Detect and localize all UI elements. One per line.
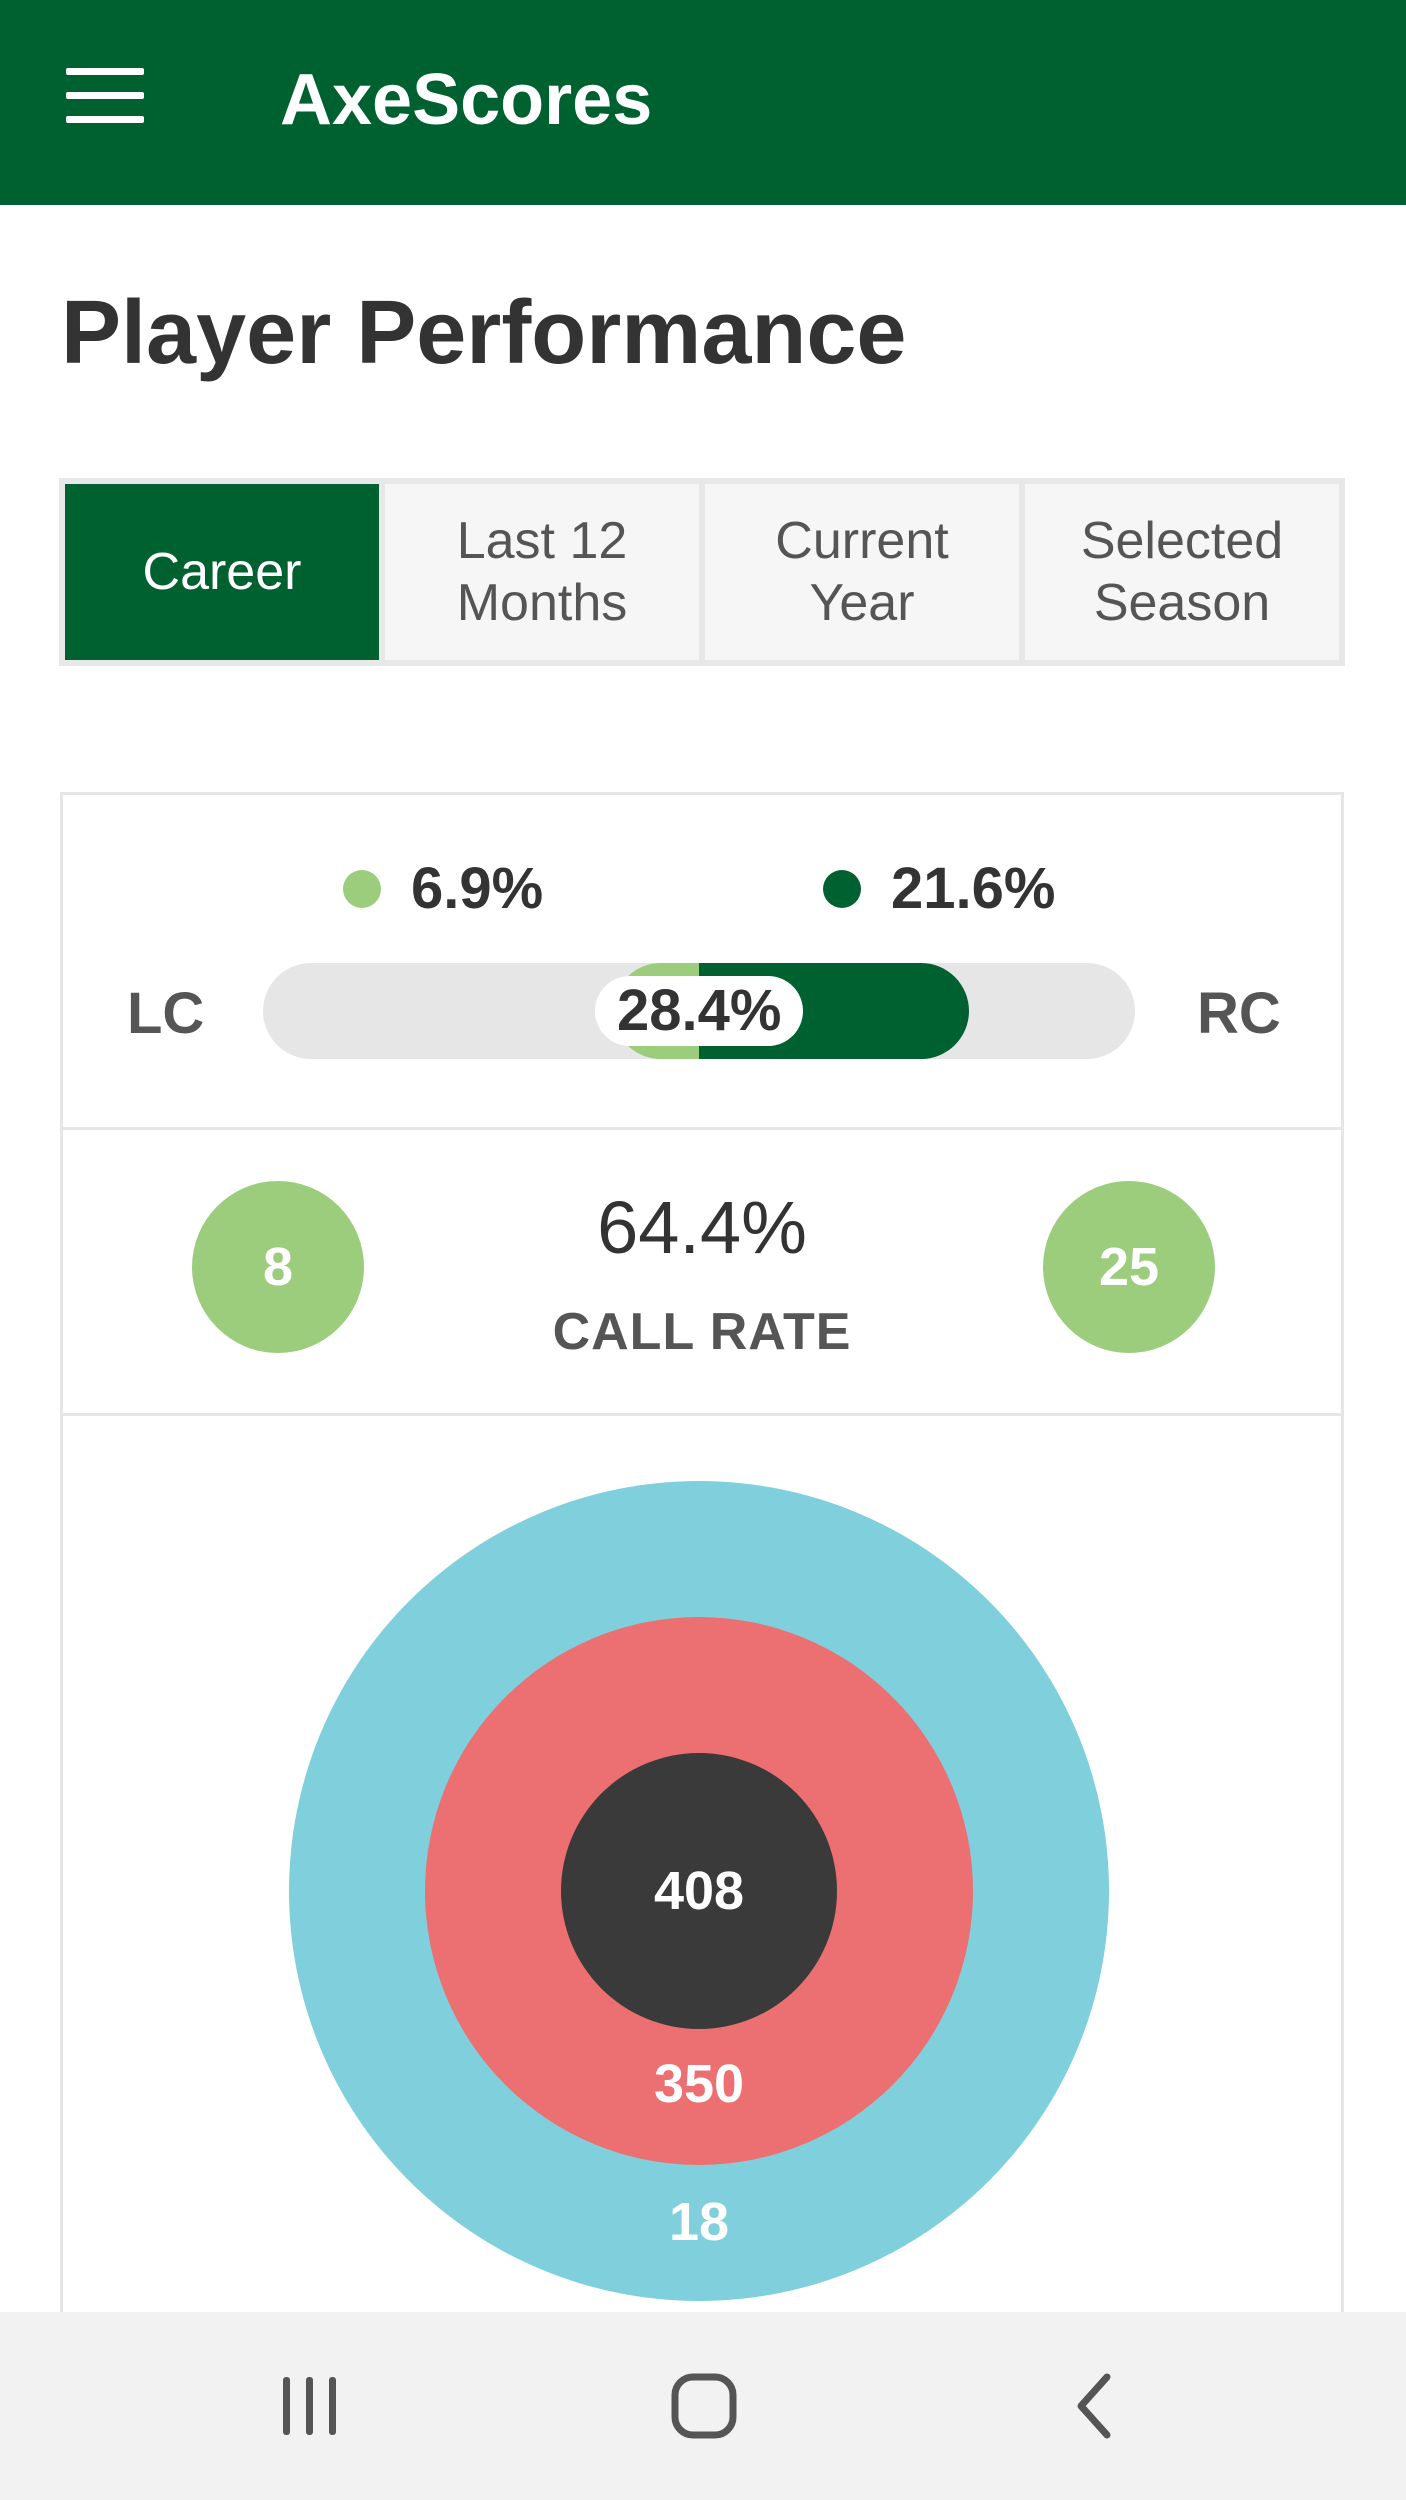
lc-legend: 6.9% <box>343 855 543 922</box>
recent-apps-icon[interactable] <box>230 2312 390 2500</box>
outer-ring-count: 18 <box>668 2192 730 2252</box>
tab-last-12-months[interactable]: Last 12 Months <box>385 484 699 660</box>
app-title: AxeScores <box>280 60 653 140</box>
rc-label: RC <box>1197 981 1281 1046</box>
call-rate-label: CALL RATE <box>552 1303 852 1361</box>
target-bullseye <box>561 1753 837 2029</box>
divider <box>63 1413 1341 1416</box>
left-call-count: 8 <box>192 1181 364 1353</box>
target-chart: 408 350 18 <box>289 1481 1109 2301</box>
page-title: Player Performance <box>61 283 907 383</box>
lc-label: LC <box>127 981 205 1046</box>
app-bar: AxeScores <box>0 0 1406 205</box>
system-nav-bar <box>0 2312 1406 2500</box>
tab-current-year[interactable]: Current Year <box>705 484 1019 660</box>
period-tabs: Career Last 12 Months Current Year Selec… <box>59 478 1345 666</box>
back-icon[interactable] <box>1018 2312 1178 2500</box>
tab-career[interactable]: Career <box>65 484 379 660</box>
rc-legend: 21.6% <box>823 855 1055 922</box>
lc-legend-dot-icon <box>343 869 381 908</box>
rc-percentage: 21.6% <box>891 856 1056 921</box>
clutch-total: 28.4% <box>595 976 804 1046</box>
rc-legend-dot-icon <box>823 869 861 908</box>
divider <box>63 1127 1341 1130</box>
lc-percentage: 6.9% <box>411 856 544 921</box>
home-icon[interactable] <box>624 2312 784 2500</box>
bullseye-count: 408 <box>653 1861 745 1921</box>
tab-selected-season[interactable]: Selected Season <box>1025 484 1339 660</box>
right-call-count: 25 <box>1043 1181 1215 1353</box>
menu-icon[interactable] <box>66 68 144 124</box>
call-rate-value: 64.4% <box>597 1186 807 1269</box>
stats-card: 6.9% 21.6% LC RC 28.4% 8 64.4% CALL RATE… <box>60 792 1344 2312</box>
middle-ring-count: 350 <box>653 2054 745 2114</box>
